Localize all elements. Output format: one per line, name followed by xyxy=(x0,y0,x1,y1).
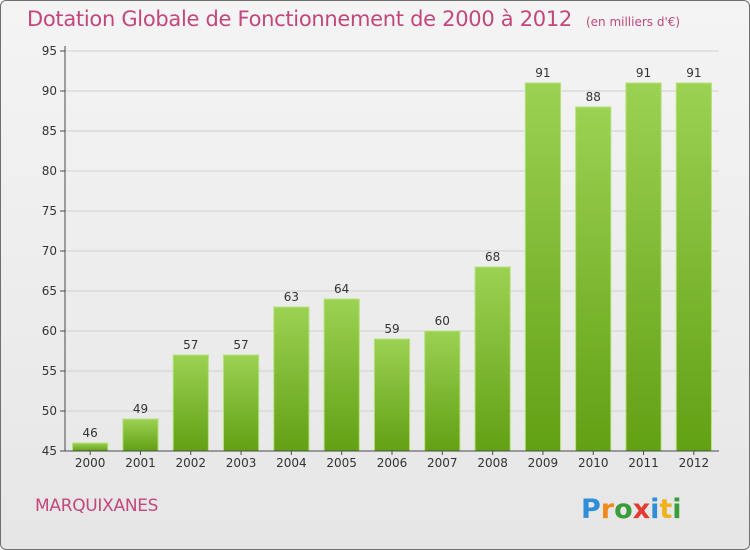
chart-title: Dotation Globale de Fonctionnement de 20… xyxy=(27,7,680,31)
y-tick-label: 80 xyxy=(42,164,57,178)
bar-2002 xyxy=(172,354,209,452)
x-tick-label-2005: 2005 xyxy=(326,456,357,470)
svg-text:Proxiti: Proxiti xyxy=(581,494,682,525)
bar-2003 xyxy=(222,354,260,452)
y-tick-label: 95 xyxy=(42,44,57,58)
x-tick-label-2007: 2007 xyxy=(427,456,458,470)
bars xyxy=(72,82,712,452)
data-label-2002: 57 xyxy=(183,338,198,352)
x-tick-label-2002: 2002 xyxy=(175,456,206,470)
data-label-2009: 91 xyxy=(535,66,550,80)
bar-2008 xyxy=(474,266,511,452)
y-tick-label: 65 xyxy=(42,284,57,298)
data-label-2011: 91 xyxy=(636,66,651,80)
x-tick-label-2006: 2006 xyxy=(377,456,408,470)
data-label-2007: 60 xyxy=(435,314,450,328)
data-label-2001: 49 xyxy=(133,402,148,416)
data-label-2010: 88 xyxy=(586,90,601,104)
bar-2000 xyxy=(72,442,109,452)
x-tick-label-2003: 2003 xyxy=(226,456,257,470)
bar-2007 xyxy=(424,330,461,452)
commune-name: MARQUIXANES xyxy=(35,496,159,516)
x-tick-label-2009: 2009 xyxy=(528,456,559,470)
bar-2006 xyxy=(373,338,411,452)
proxiti-logo[interactable]: Proxiti xyxy=(579,488,694,528)
labels: 45 50 55 60 65 70 75 80 85 90 95 46 2000 49 2001 57 2002… xyxy=(42,44,709,470)
data-label-2008: 68 xyxy=(485,250,500,264)
data-label-2006: 59 xyxy=(384,322,399,336)
data-label-2000: 46 xyxy=(83,426,98,440)
bar-2009 xyxy=(524,82,562,452)
x-tick-label-2010: 2010 xyxy=(578,456,609,470)
axes xyxy=(60,46,719,455)
x-tick-label-2004: 2004 xyxy=(276,456,307,470)
bar-2012 xyxy=(675,82,712,452)
y-tick-label: 50 xyxy=(42,404,57,418)
y-tick-label: 60 xyxy=(42,324,57,338)
y-tick-label: 45 xyxy=(42,444,57,458)
chart-unit: (en milliers d'€) xyxy=(585,15,681,29)
y-tick-label: 55 xyxy=(42,364,57,378)
data-label-2012: 91 xyxy=(686,66,701,80)
x-tick-label-2000: 2000 xyxy=(75,456,106,470)
y-tick-label: 70 xyxy=(42,244,57,258)
y-tick-label: 90 xyxy=(42,84,57,98)
bar-2010 xyxy=(575,106,612,452)
y-tick-label: 75 xyxy=(42,204,57,218)
bar-2004 xyxy=(273,306,310,452)
x-tick-label-2012: 2012 xyxy=(679,456,710,470)
data-label-2004: 63 xyxy=(284,290,299,304)
data-label-2005: 64 xyxy=(334,282,349,296)
bar-2001 xyxy=(122,418,159,452)
x-tick-label-2001: 2001 xyxy=(125,456,156,470)
chart-title-text: Dotation Globale de Fonctionnement de 20… xyxy=(27,7,572,31)
y-tick-label: 85 xyxy=(42,124,57,138)
data-label-2003: 57 xyxy=(233,338,248,352)
bar-2005 xyxy=(323,298,360,452)
x-tick-label-2011: 2011 xyxy=(628,456,659,470)
bar-2011 xyxy=(625,82,662,452)
x-tick-label-2008: 2008 xyxy=(477,456,508,470)
